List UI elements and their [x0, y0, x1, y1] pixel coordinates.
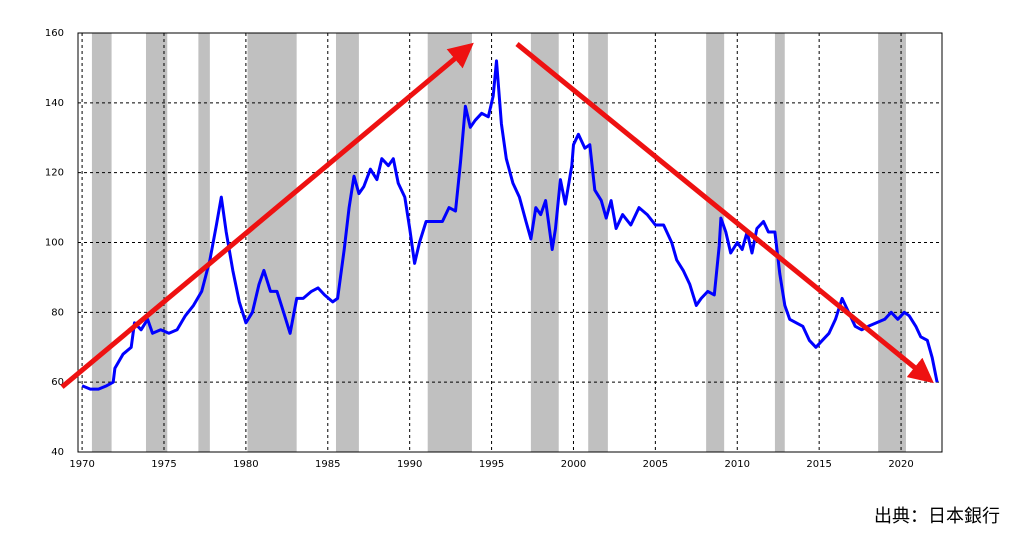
x-tick-label: 1995 [479, 459, 504, 470]
y-tick-label: 40 [51, 447, 64, 458]
shaded-range [335, 33, 359, 452]
x-tick-label: 2020 [888, 459, 913, 470]
y-tick-label: 120 [45, 168, 64, 179]
y-tick-label: 80 [51, 307, 64, 318]
x-tick-label: 1970 [69, 459, 94, 470]
y-tick-label: 60 [51, 377, 64, 388]
shaded-range [588, 33, 608, 452]
plot-frame [77, 32, 943, 453]
x-tick-label: 1985 [315, 459, 340, 470]
plot: 40 60 80 100 120 140 160 1970 1975 1980 1985 1990 19… [45, 28, 943, 470]
data-line [81, 59, 939, 391]
annotation-arrow [515, 42, 934, 384]
x-tick-label: 1990 [397, 459, 422, 470]
y-tick-label: 160 [45, 28, 64, 39]
y-tick-label: 100 [45, 238, 64, 249]
x-tick-label: 2010 [725, 459, 750, 470]
x-tick-label: 2005 [643, 459, 668, 470]
x-tick-label: 2015 [806, 459, 831, 470]
caption: 出典：日本銀行 [874, 506, 1000, 527]
x-tick-label: 2000 [561, 459, 586, 470]
y-tick-label: 140 [45, 98, 64, 109]
shaded-range [774, 33, 785, 452]
x-tick-label: 1975 [151, 459, 176, 470]
annotation-arrow [60, 42, 474, 389]
x-tick-label: 1980 [233, 459, 258, 470]
